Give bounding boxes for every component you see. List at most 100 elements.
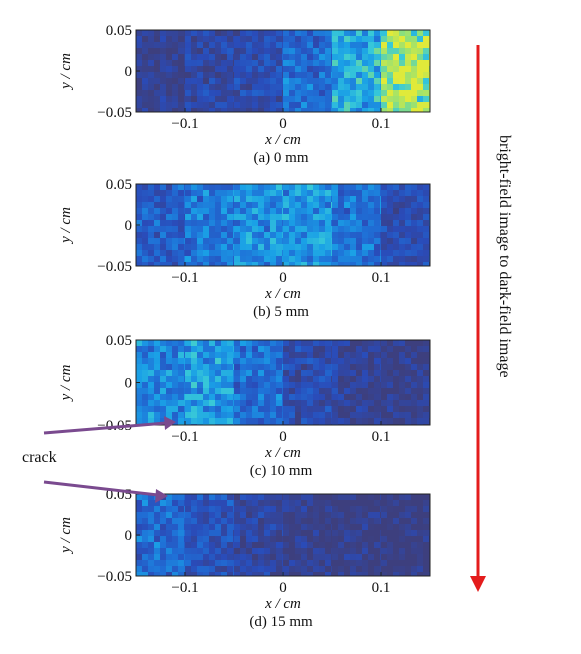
- heatmap-cell: [215, 536, 221, 542]
- heatmap-cell: [411, 548, 417, 554]
- heatmap-cell: [331, 102, 332, 108]
- heatmap-cell: [148, 96, 154, 102]
- heatmap-cell: [154, 42, 160, 48]
- heatmap-cell: [276, 60, 282, 66]
- heatmap-cell: [380, 226, 381, 232]
- heatmap-cell: [381, 184, 387, 190]
- heatmap-cell: [332, 364, 338, 370]
- heatmap-cell: [301, 244, 307, 250]
- heatmap-cell: [380, 36, 381, 42]
- heatmap-cell: [258, 524, 264, 530]
- heatmap-cell: [295, 60, 301, 66]
- heatmap-cell: [399, 196, 405, 202]
- heatmap-cell: [142, 48, 148, 54]
- heatmap-cell: [350, 184, 356, 190]
- heatmap-cell: [387, 250, 393, 256]
- heatmap-cell: [184, 238, 185, 244]
- heatmap-cell: [381, 536, 387, 542]
- heatmap-cell: [270, 54, 276, 60]
- heatmap-cell: [160, 84, 166, 90]
- heatmap-cell: [289, 226, 295, 232]
- heatmap-cell: [221, 548, 227, 554]
- heatmap-cell: [203, 554, 209, 560]
- heatmap-cell: [411, 518, 417, 524]
- heatmap-cell: [191, 412, 197, 418]
- heatmap-cell: [276, 400, 282, 406]
- heatmap-cell: [227, 108, 233, 112]
- heatmap-cell: [319, 30, 325, 36]
- heatmap-cell: [356, 412, 362, 418]
- heatmap-cell: [411, 382, 417, 388]
- heatmap-cell: [172, 30, 178, 36]
- heatmap-cell: [270, 376, 276, 382]
- heatmap-cell: [270, 352, 276, 358]
- heatmap-cell: [234, 214, 240, 220]
- heatmap-cell: [215, 96, 221, 102]
- heatmap-cell: [356, 190, 362, 196]
- heatmap-cell: [234, 232, 240, 238]
- heatmap-cell: [227, 42, 233, 48]
- heatmap-cell: [307, 202, 313, 208]
- heatmap-cell: [417, 250, 423, 256]
- heatmap-cell: [227, 72, 233, 78]
- heatmap-cell: [264, 262, 270, 266]
- heatmap-cell: [270, 238, 276, 244]
- heatmap-cell: [338, 196, 344, 202]
- heatmap-cell: [252, 66, 258, 72]
- heatmap-cell: [154, 554, 160, 560]
- heatmap-cell: [197, 548, 203, 554]
- heatmap-cell: [399, 388, 405, 394]
- heatmap-cell: [166, 412, 172, 418]
- heatmap-cell: [399, 220, 405, 226]
- heatmap-cell: [233, 108, 234, 112]
- heatmap-cell: [258, 30, 264, 36]
- heatmap-cell: [381, 376, 387, 382]
- heatmap-cell: [362, 72, 368, 78]
- heatmap-cell: [331, 382, 332, 388]
- heatmap-cell: [264, 36, 270, 42]
- heatmap-cell: [289, 262, 295, 266]
- heatmap-cell: [399, 262, 405, 266]
- heatmap-cell: [356, 96, 362, 102]
- heatmap-cell: [203, 54, 209, 60]
- heatmap-cell: [417, 548, 423, 554]
- y-tick-label: −0.05: [97, 569, 132, 585]
- heatmap-cell: [332, 238, 338, 244]
- heatmap-cell: [325, 220, 331, 226]
- heatmap-cell: [307, 346, 313, 352]
- heatmap-cell: [142, 394, 148, 400]
- heatmap-cell: [399, 358, 405, 364]
- heatmap-cell: [172, 370, 178, 376]
- heatmap-cell: [331, 554, 332, 560]
- heatmap-cell: [258, 102, 264, 108]
- heatmap-cell: [344, 536, 350, 542]
- heatmap-cell: [215, 60, 221, 66]
- heatmap-cell: [307, 78, 313, 84]
- heatmap-cell: [423, 358, 429, 364]
- heatmap-cell: [313, 48, 319, 54]
- heatmap-cell: [325, 108, 331, 112]
- heatmap-cell: [227, 244, 233, 250]
- heatmap-cell: [227, 54, 233, 60]
- heatmap-cell: [325, 214, 331, 220]
- heatmap-cell: [233, 256, 234, 262]
- heatmap-cell: [283, 524, 289, 530]
- heatmap-cell: [338, 518, 344, 524]
- heatmap-cell: [185, 90, 191, 96]
- heatmap-cell: [356, 72, 362, 78]
- heatmap-cell: [423, 214, 429, 220]
- heatmap-cell: [258, 238, 264, 244]
- heatmap-cell: [332, 382, 338, 388]
- heatmap-cell: [411, 418, 417, 424]
- heatmap-cell: [295, 536, 301, 542]
- heatmap-cell: [301, 418, 307, 424]
- heatmap-cell: [178, 220, 184, 226]
- heatmap-cell: [405, 84, 411, 90]
- heatmap-cell: [184, 346, 185, 352]
- heatmap-cell: [209, 36, 215, 42]
- heatmap-cell: [380, 256, 381, 262]
- heatmap-cell: [184, 72, 185, 78]
- heatmap-cell: [215, 30, 221, 36]
- heatmap-cell: [185, 78, 191, 84]
- heatmap-cell: [423, 388, 429, 394]
